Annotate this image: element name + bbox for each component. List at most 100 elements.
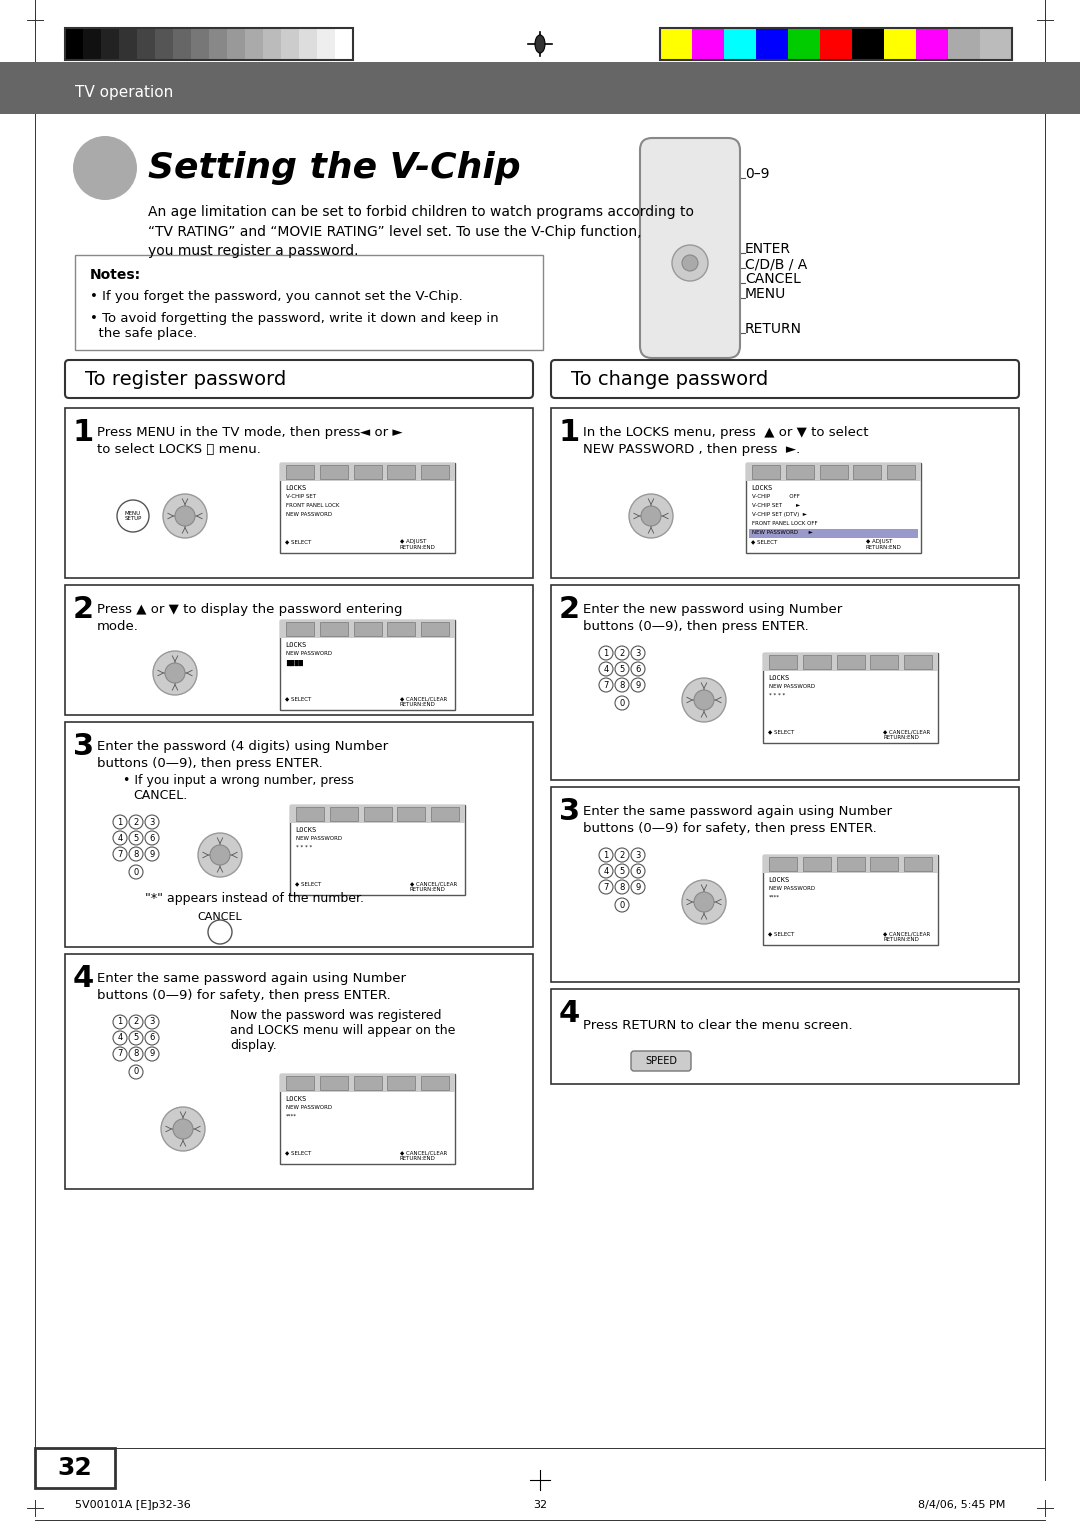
Text: FRONT PANEL LOCK OFF: FRONT PANEL LOCK OFF — [752, 521, 818, 526]
FancyBboxPatch shape — [674, 296, 684, 306]
Circle shape — [631, 880, 645, 894]
FancyBboxPatch shape — [65, 361, 534, 397]
FancyBboxPatch shape — [662, 309, 672, 318]
Text: NEW PASSWORD: NEW PASSWORD — [769, 685, 815, 689]
Text: ENTER: ENTER — [745, 241, 791, 257]
Bar — [421, 465, 449, 478]
Circle shape — [113, 1015, 127, 1028]
Bar — [762, 652, 939, 743]
Text: ◆ SELECT: ◆ SELECT — [285, 1151, 311, 1155]
Bar — [281, 28, 299, 60]
Text: Setting the V-Chip: Setting the V-Chip — [148, 151, 521, 185]
Text: 7: 7 — [604, 680, 609, 689]
Bar — [65, 28, 83, 60]
FancyBboxPatch shape — [658, 177, 669, 188]
Bar — [421, 1076, 449, 1089]
Text: 8: 8 — [133, 1050, 138, 1059]
Bar — [65, 953, 534, 1189]
Circle shape — [681, 880, 726, 924]
Text: 4: 4 — [559, 999, 580, 1028]
FancyBboxPatch shape — [650, 296, 660, 306]
Bar — [335, 28, 353, 60]
Bar — [280, 463, 455, 481]
Text: Now the password was registered: Now the password was registered — [230, 1008, 442, 1022]
Bar — [431, 807, 459, 821]
Circle shape — [615, 662, 629, 675]
Bar — [551, 787, 1020, 983]
Bar — [769, 656, 797, 669]
Bar — [65, 28, 353, 60]
Bar — [280, 1074, 455, 1093]
Text: 5: 5 — [619, 665, 624, 674]
Bar — [65, 723, 534, 947]
Bar — [137, 28, 156, 60]
Text: 9: 9 — [149, 1050, 154, 1059]
FancyBboxPatch shape — [650, 309, 660, 318]
Bar — [191, 28, 210, 60]
Circle shape — [694, 691, 714, 711]
Text: ****: **** — [769, 895, 780, 900]
FancyBboxPatch shape — [640, 138, 740, 358]
Text: 1: 1 — [604, 648, 609, 657]
Text: Enter the new password using Number: Enter the new password using Number — [583, 604, 842, 616]
Text: Enter the same password again using Number: Enter the same password again using Numb… — [97, 972, 406, 986]
Text: buttons (0—9) for safety, then press ENTER.: buttons (0—9) for safety, then press ENT… — [97, 989, 391, 1002]
Bar — [320, 622, 348, 636]
Circle shape — [129, 865, 143, 879]
Circle shape — [163, 494, 207, 538]
Text: Press RETURN to clear the menu screen.: Press RETURN to clear the menu screen. — [583, 1019, 852, 1031]
Bar — [870, 857, 899, 871]
Bar — [421, 622, 449, 636]
Circle shape — [681, 678, 726, 723]
Circle shape — [599, 646, 613, 660]
Bar — [820, 465, 848, 478]
Text: to select LOCKS Ⓟ menu.: to select LOCKS Ⓟ menu. — [97, 443, 261, 455]
Bar — [227, 28, 245, 60]
Circle shape — [153, 651, 197, 695]
Bar — [746, 463, 921, 553]
Circle shape — [198, 833, 242, 877]
Text: 0–9: 0–9 — [745, 167, 769, 180]
Text: 7: 7 — [118, 850, 123, 859]
Text: 7: 7 — [604, 883, 609, 891]
Bar — [296, 807, 324, 821]
Bar — [388, 622, 416, 636]
Bar — [762, 652, 939, 671]
Bar — [264, 28, 281, 60]
Bar — [750, 529, 918, 538]
Circle shape — [129, 1047, 143, 1060]
Text: 6: 6 — [635, 866, 640, 876]
Text: NEW PASSWORD: NEW PASSWORD — [286, 651, 333, 656]
Text: MENU
SETUP: MENU SETUP — [124, 510, 141, 521]
Text: 1: 1 — [118, 1018, 123, 1027]
Bar — [280, 620, 455, 639]
Circle shape — [175, 506, 195, 526]
Text: LOCKS: LOCKS — [295, 827, 316, 833]
Circle shape — [631, 646, 645, 660]
Text: CANCEL: CANCEL — [198, 912, 242, 921]
Text: V-CHIP SET (DTV)  ►: V-CHIP SET (DTV) ► — [752, 512, 807, 516]
Bar — [35, 1449, 114, 1488]
Circle shape — [615, 646, 629, 660]
Text: ◄ or ►: ◄ or ► — [360, 426, 403, 439]
Circle shape — [615, 695, 629, 711]
Bar — [353, 1076, 381, 1089]
FancyBboxPatch shape — [686, 309, 696, 318]
Bar — [75, 255, 543, 350]
Bar — [852, 28, 885, 60]
FancyBboxPatch shape — [551, 361, 1020, 397]
Bar — [286, 622, 314, 636]
Bar — [762, 856, 939, 872]
Text: ◆ CANCEL/CLEAR
RETURN:END: ◆ CANCEL/CLEAR RETURN:END — [400, 1151, 447, 1161]
Text: 1: 1 — [604, 851, 609, 859]
Circle shape — [615, 678, 629, 692]
Bar — [65, 408, 534, 578]
FancyBboxPatch shape — [672, 163, 681, 174]
Bar — [788, 28, 820, 60]
Circle shape — [161, 1106, 205, 1151]
Bar — [173, 28, 191, 60]
Text: 5: 5 — [133, 833, 138, 842]
Text: • If you forget the password, you cannot set the V-Chip.: • If you forget the password, you cannot… — [90, 290, 462, 303]
Text: 3: 3 — [635, 648, 640, 657]
Bar — [802, 857, 831, 871]
